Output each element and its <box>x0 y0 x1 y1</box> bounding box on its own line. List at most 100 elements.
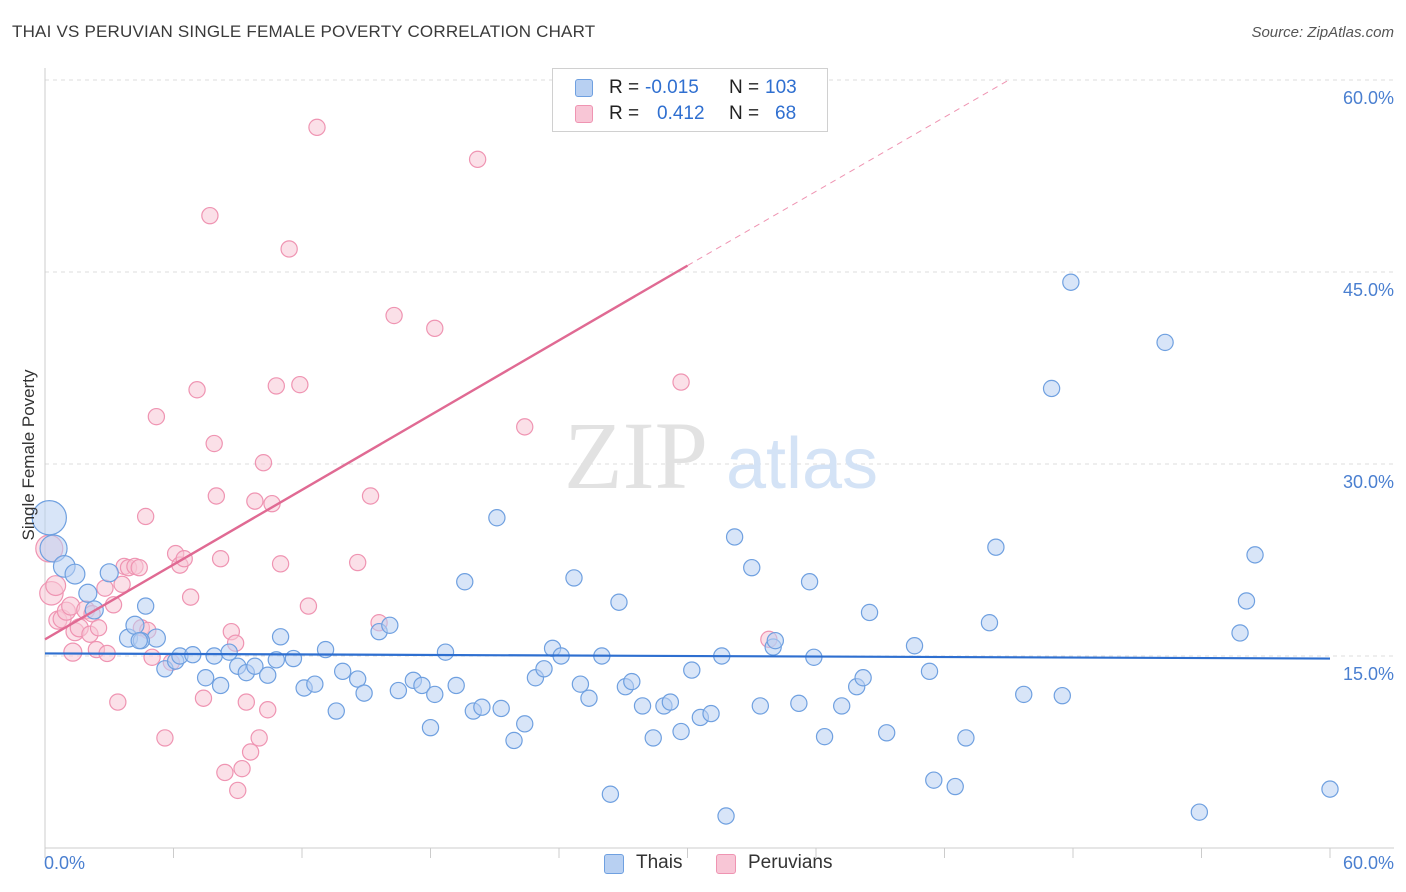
thais-point-41 <box>426 685 444 704</box>
thais-point-92 <box>980 614 999 632</box>
thais-point-32 <box>333 662 352 681</box>
peruvians-point-63 <box>426 319 444 338</box>
peruvians-point-56 <box>291 375 309 394</box>
peruvians-point-62 <box>385 306 403 325</box>
bottom-thais-label: Thais <box>636 852 683 873</box>
thais-point-85 <box>860 603 879 622</box>
thais-point-95 <box>1042 379 1061 398</box>
thais-points <box>31 273 1339 825</box>
peruvians-point-7 <box>63 642 83 662</box>
thais-point-68 <box>683 661 701 679</box>
thais-point-84 <box>854 669 872 687</box>
trend-lines <box>44 79 1331 660</box>
thais-point-10 <box>136 597 155 615</box>
y-tick-label-2: 45.0% <box>1343 280 1394 300</box>
y-tick-label-0: 15.0% <box>1343 664 1394 684</box>
thais-point-72 <box>717 807 735 825</box>
grid-lines <box>45 79 1394 657</box>
thais-point-73 <box>725 528 744 546</box>
thais-point-88 <box>920 662 939 681</box>
peruvians-point-29 <box>156 729 174 747</box>
thais-r-label: R = <box>609 77 640 98</box>
peruvians-point-49 <box>250 729 268 747</box>
thais-point-78 <box>790 694 808 713</box>
peruvians-point-25 <box>136 507 155 526</box>
peruvians-point-60 <box>361 487 380 505</box>
thais-point-40 <box>421 718 440 737</box>
thais-point-94 <box>1015 685 1033 704</box>
peruvians-points <box>35 118 778 800</box>
y-tick-label-3: 60.0% <box>1343 88 1394 108</box>
peruvians-point-59 <box>348 553 367 572</box>
thais-point-67 <box>672 722 690 741</box>
peruvians-point-66 <box>672 373 690 391</box>
thais-n-label: N = <box>729 77 760 98</box>
peruvians-point-50 <box>254 454 273 472</box>
peruvians-point-14 <box>89 619 108 637</box>
thais-point-47 <box>488 509 506 527</box>
zipatlas-watermark: ZIP atlas <box>564 402 878 509</box>
thais-point-60 <box>610 593 628 611</box>
watermark-atlas: atlas <box>726 424 878 504</box>
peruvians-point-48 <box>246 492 264 510</box>
watermark-zip: ZIP <box>564 402 708 509</box>
thais-point-37 <box>389 681 408 700</box>
correlation-legend: R = -0.015 N = 103 R = 0.412 N = 68 <box>552 68 828 132</box>
thais-point-99 <box>1190 803 1209 821</box>
thais-point-42 <box>436 643 455 661</box>
peruvians-point-27 <box>143 648 161 666</box>
thais-point-20 <box>220 643 238 661</box>
thais-point-82 <box>833 697 851 715</box>
thais-point-87 <box>905 637 924 655</box>
thais-point-29 <box>306 675 324 693</box>
peruvians-n-label: N = <box>729 103 760 124</box>
thais-trend-line <box>44 652 1331 660</box>
thais-point-19 <box>211 676 230 695</box>
peruvians-point-55 <box>280 240 298 258</box>
thais-point-66 <box>661 693 680 711</box>
thais-swatch <box>575 79 593 97</box>
thais-point-90 <box>946 777 964 796</box>
thais-point-3 <box>64 563 86 585</box>
peruvians-point-51 <box>259 701 277 719</box>
thais-n-value: 103 <box>765 77 797 98</box>
thais-point-26 <box>271 628 290 646</box>
peruvians-point-65 <box>516 418 534 436</box>
thais-point-31 <box>327 702 345 720</box>
peruvians-point-39 <box>207 487 226 505</box>
peruvians-point-38 <box>205 434 223 453</box>
peruvians-n-value: 68 <box>775 103 797 124</box>
thais-point-89 <box>925 771 943 789</box>
thais-point-75 <box>751 697 770 715</box>
thais-point-49 <box>505 731 523 750</box>
thais-point-43 <box>447 676 465 695</box>
peruvians-point-46 <box>237 693 256 711</box>
thais-point-79 <box>800 573 819 591</box>
peruvians-point-15 <box>96 579 114 597</box>
peruvians-point-54 <box>271 555 290 573</box>
peruvians-point-35 <box>188 381 206 399</box>
thais-point-64 <box>644 729 662 747</box>
thais-point-86 <box>877 724 896 742</box>
thais-point-18 <box>205 647 223 665</box>
bottom-thais-swatch <box>604 854 624 874</box>
thais-r-value: -0.015 <box>645 77 699 98</box>
peruvians-point-28 <box>147 407 166 426</box>
bottom-peruvians-swatch <box>716 854 736 874</box>
peruvians-point-47 <box>241 743 260 761</box>
thais-point-33 <box>348 670 367 688</box>
thais-point-8 <box>125 615 145 635</box>
peruvians-point-57 <box>299 597 318 615</box>
peruvians-point-2 <box>45 575 67 597</box>
y-tick-label-1: 30.0% <box>1343 472 1394 492</box>
thais-point-103 <box>1321 780 1339 798</box>
thais-point-81 <box>815 727 834 746</box>
peruvians-point-53 <box>267 377 285 395</box>
thais-point-97 <box>1062 273 1080 291</box>
peruvians-swatch <box>575 105 593 123</box>
thais-point-100 <box>1231 624 1249 642</box>
thais-point-63 <box>633 697 652 715</box>
thais-point-96 <box>1053 686 1071 705</box>
y-tick-labels: 15.0% 30.0% 45.0% 60.0% <box>1343 88 1394 684</box>
